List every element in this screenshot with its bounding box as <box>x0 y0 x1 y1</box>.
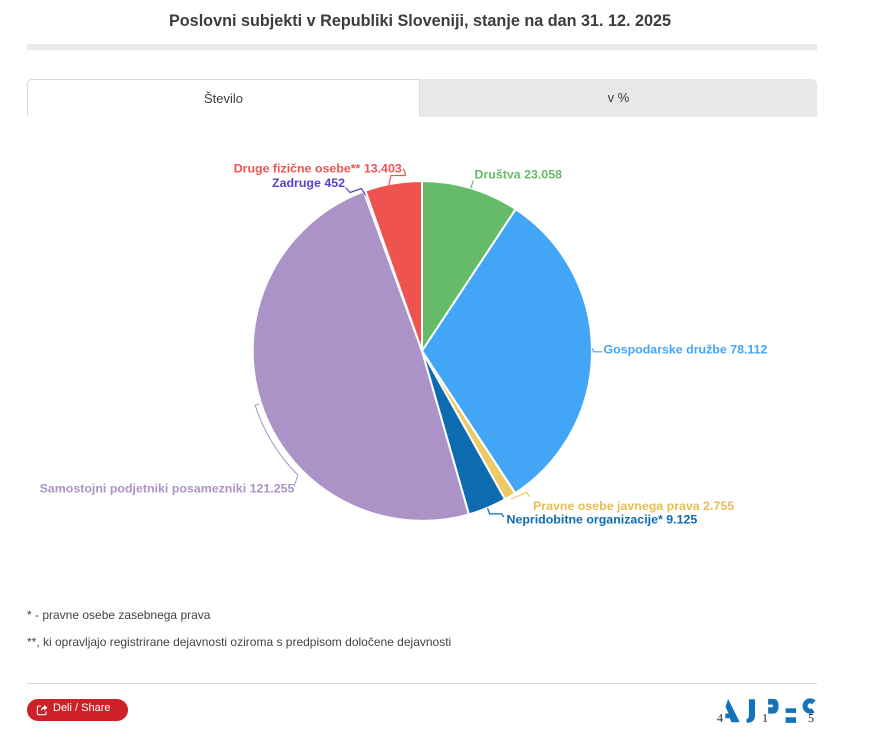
svg-text:Druge fizične osebe** 13.403: Druge fizične osebe** 13.403 <box>234 162 402 176</box>
svg-text:Društva 23.058: Društva 23.058 <box>475 167 563 181</box>
svg-text:Pravne osebe javnega prava 2.7: Pravne osebe javnega prava 2.755 <box>533 499 734 513</box>
svg-text:Gospodarske družbe 78.112: Gospodarske družbe 78.112 <box>604 343 768 357</box>
svg-text:Samostojni podjetniki posamezn: Samostojni podjetniki posamezniki 121.25… <box>40 481 295 495</box>
svg-text:Nepridobitne organizacije* 9.1: Nepridobitne organizacije* 9.125 <box>507 513 698 527</box>
svg-text:Zadruge 452: Zadruge 452 <box>272 176 345 190</box>
